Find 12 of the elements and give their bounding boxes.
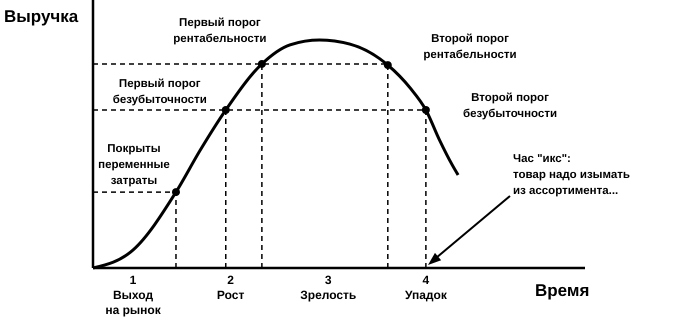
annotation: Первый порог безубыточности	[112, 78, 207, 106]
annotation: Покрыты переменные затраты	[98, 143, 170, 188]
annotation: Час "икс": товар надо изымать из ассортимента...	[513, 153, 630, 197]
annotation: Второй порог рентабельности	[423, 33, 517, 61]
x-tick-label: 4 Упадок	[404, 273, 448, 302]
annotation: Второй порог безубыточности	[462, 92, 558, 120]
x-tick-label: 1 Выход на рынок	[105, 273, 162, 317]
y-axis-title: Выручка	[4, 7, 79, 26]
x-axis-title: Время	[535, 281, 590, 300]
x-tick-label: 3 Зрелость	[300, 273, 356, 302]
x-tick-label: 2 Рост	[216, 273, 244, 302]
annotation: Первый порог рентабельности	[173, 16, 266, 45]
